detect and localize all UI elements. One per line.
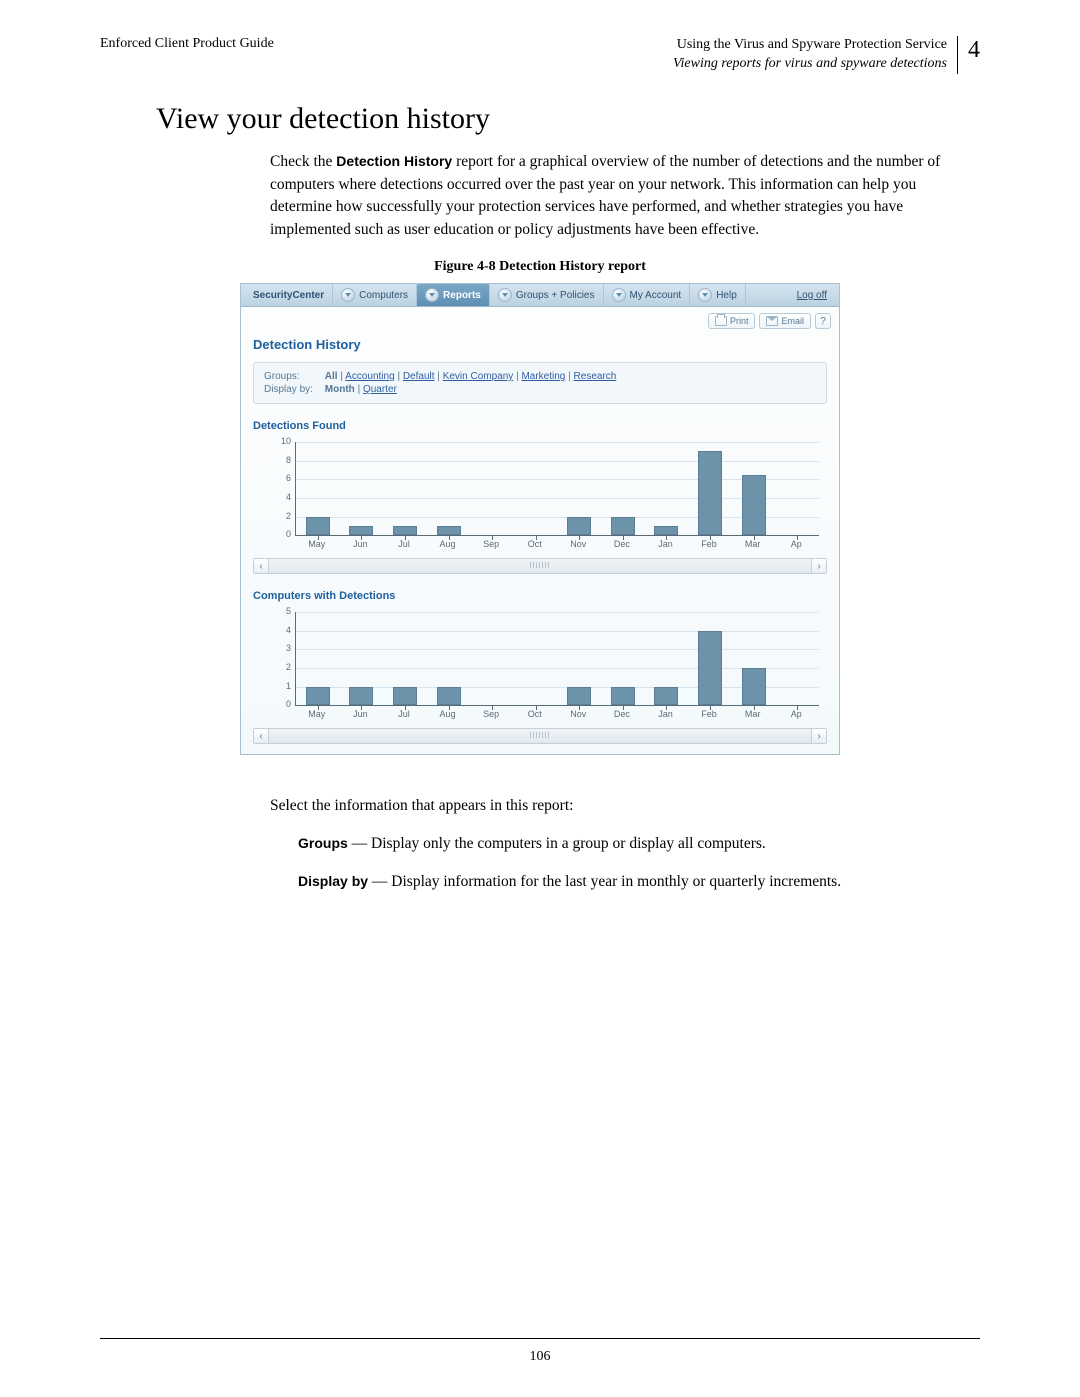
tab-computers[interactable]: Computers — [333, 284, 417, 306]
page-number: 106 — [0, 1349, 1080, 1365]
tab-securitycenter[interactable]: SecurityCenter — [245, 284, 333, 306]
filter-group-link-accounting[interactable]: Accounting — [345, 371, 394, 382]
filter-groups-selected: All — [325, 371, 338, 382]
page-header: Enforced Client Product Guide Using the … — [100, 36, 980, 74]
filter-group-link-research[interactable]: Research — [574, 371, 617, 382]
option-display-text: — Display information for the last year … — [368, 873, 841, 890]
chart-bar — [654, 687, 678, 706]
chevron-down-icon — [425, 288, 439, 302]
mail-icon — [766, 316, 778, 326]
scroll-grip-icon — [530, 562, 550, 568]
chapter-number: 4 — [958, 38, 980, 62]
option-groups-text: — Display only the computers in a group … — [348, 835, 766, 852]
chart1-wrap: 0246810MayJunJulAugSepOctNovDecJanFebMar… — [253, 436, 827, 556]
chart-bar — [698, 451, 722, 535]
tab-computers-label: Computers — [359, 290, 408, 301]
detections-found-chart: 0246810MayJunJulAugSepOctNovDecJanFebMar… — [253, 436, 827, 556]
detection-history-screenshot: SecurityCenter Computers Reports Groups … — [240, 283, 840, 755]
intro-pre: Check the — [270, 153, 336, 170]
option-groups-label: Groups — [298, 835, 348, 851]
scroll-right-icon[interactable]: › — [811, 729, 826, 743]
post-intro: Select the information that appears in t… — [270, 795, 950, 817]
chart-bar — [393, 526, 417, 535]
email-button-label: Email — [781, 316, 804, 326]
option-display-line: Display by — Display information for the… — [298, 871, 950, 893]
tab-help-label: Help — [716, 290, 737, 301]
chart-bar — [611, 517, 635, 536]
filter-group-link-marketing[interactable]: Marketing — [521, 371, 565, 382]
scroll-left-icon[interactable]: ‹ — [254, 729, 269, 743]
chart2-wrap: 012345MayJunJulAugSepOctNovDecJanFebMarA… — [253, 606, 827, 726]
chart1-plot — [295, 442, 819, 536]
chart-bar — [437, 526, 461, 535]
chevron-down-icon — [612, 288, 626, 302]
email-button[interactable]: Email — [759, 313, 811, 329]
filter-group-link-kevin[interactable]: Kevin Company — [443, 371, 514, 382]
tab-my-account-label: My Account — [630, 290, 682, 301]
scroll-left-icon[interactable]: ‹ — [254, 559, 269, 573]
option-display-label: Display by — [298, 873, 368, 889]
printer-icon — [715, 316, 727, 326]
filter-display-alt[interactable]: Quarter — [363, 384, 397, 395]
header-section-title: Viewing reports for virus and spyware de… — [673, 55, 947, 74]
chart2-plot — [295, 612, 819, 706]
chart-bar — [567, 517, 591, 536]
chart2-scrollbar[interactable]: ‹ › — [253, 728, 827, 744]
chart-bar — [393, 687, 417, 706]
scroll-right-icon[interactable]: › — [811, 559, 826, 573]
chart-bar — [349, 526, 373, 535]
header-chapter-title: Using the Virus and Spyware Protection S… — [673, 36, 947, 55]
chart-bar — [611, 687, 635, 706]
help-button[interactable]: ? — [815, 313, 831, 329]
chevron-down-icon — [341, 288, 355, 302]
chart-bar — [349, 687, 373, 706]
scroll-grip-icon — [530, 732, 550, 738]
nav-tabbar: SecurityCenter Computers Reports Groups … — [241, 284, 839, 307]
panel-title: Detection History — [241, 331, 839, 362]
filter-display-label: Display by: — [264, 384, 322, 395]
intro-bold: Detection History — [336, 153, 452, 169]
tab-reports-label: Reports — [443, 290, 481, 301]
report-toolbar: Print Email ? — [241, 307, 839, 331]
figure-caption: Figure 4-8 Detection History report — [100, 259, 980, 275]
tab-my-account[interactable]: My Account — [604, 284, 691, 306]
section-heading: View your detection history — [156, 102, 980, 136]
chart-bar — [437, 687, 461, 706]
filter-display-selected: Month — [325, 384, 355, 395]
filter-groups-row: Groups: All | Accounting | Default | Kev… — [264, 371, 816, 382]
header-right: Using the Virus and Spyware Protection S… — [673, 36, 980, 74]
header-guide-title: Enforced Client Product Guide — [100, 36, 274, 52]
chart-bar — [742, 475, 766, 535]
print-button-label: Print — [730, 316, 749, 326]
document-page: Enforced Client Product Guide Using the … — [0, 0, 1080, 1397]
intro-paragraph: Check the Detection History report for a… — [270, 151, 950, 241]
filter-panel: Groups: All | Accounting | Default | Kev… — [253, 362, 827, 404]
tab-securitycenter-label: SecurityCenter — [253, 290, 324, 301]
filter-groups-label: Groups: — [264, 371, 322, 382]
chevron-down-icon — [498, 288, 512, 302]
chart-bar — [306, 517, 330, 536]
page-rule — [100, 1338, 980, 1339]
filter-group-link-default[interactable]: Default — [403, 371, 435, 382]
computers-with-detections-chart: 012345MayJunJulAugSepOctNovDecJanFebMarA… — [253, 606, 827, 726]
chart-bar — [742, 668, 766, 705]
chart2-title: Computers with Detections — [241, 584, 839, 606]
chart-bar — [306, 687, 330, 706]
tab-groups-policies[interactable]: Groups + Policies — [490, 284, 604, 306]
logoff-link[interactable]: Log off — [797, 290, 835, 301]
option-groups-line: Groups — Display only the computers in a… — [298, 833, 950, 855]
chart-bar — [654, 526, 678, 535]
filter-display-row: Display by: Month | Quarter — [264, 384, 816, 395]
chart1-title: Detections Found — [241, 414, 839, 436]
chevron-down-icon — [698, 288, 712, 302]
chart-bar — [698, 631, 722, 705]
tab-groups-policies-label: Groups + Policies — [516, 290, 595, 301]
print-button[interactable]: Print — [708, 313, 756, 329]
tab-help[interactable]: Help — [690, 284, 746, 306]
tab-reports[interactable]: Reports — [417, 284, 490, 306]
chart1-scrollbar[interactable]: ‹ › — [253, 558, 827, 574]
chart-bar — [567, 687, 591, 706]
